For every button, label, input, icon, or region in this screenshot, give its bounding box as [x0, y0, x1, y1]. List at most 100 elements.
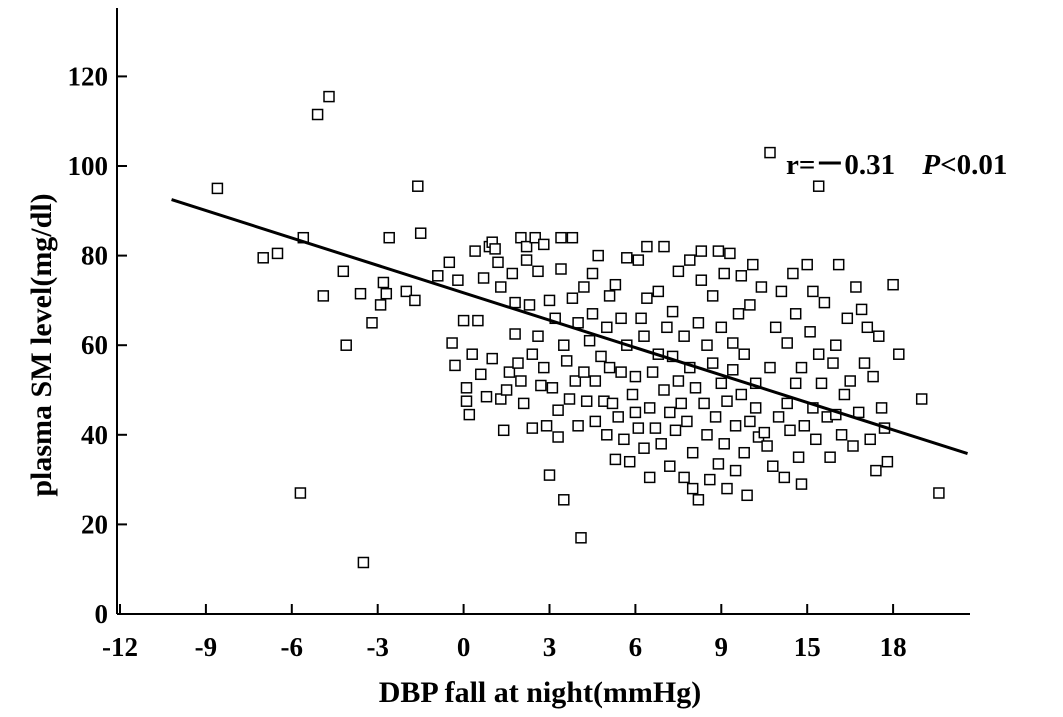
- data-point: [380, 287, 393, 300]
- data-point: [563, 393, 576, 405]
- data-point: [475, 368, 487, 381]
- data-point: [337, 265, 350, 278]
- data-point: [540, 420, 553, 432]
- data-point: [538, 361, 550, 374]
- data-point: [340, 339, 352, 351]
- r-value-text: r=－0.31: [786, 149, 895, 181]
- x-tick-label: 15: [794, 632, 821, 662]
- data-point: [257, 252, 269, 264]
- data-point: [323, 90, 335, 103]
- data-point: [586, 308, 599, 320]
- data-point: [555, 231, 567, 244]
- data-point: [855, 303, 868, 316]
- data-point: [767, 460, 779, 472]
- data-point: [449, 359, 461, 372]
- data-point: [629, 370, 642, 383]
- data-point: [414, 227, 427, 239]
- data-point: [520, 254, 533, 266]
- data-point: [412, 180, 424, 192]
- data-point: [701, 429, 713, 441]
- data-point: [864, 433, 876, 446]
- data-point: [621, 252, 633, 264]
- data-point: [655, 438, 667, 450]
- x-tick-label: 18: [880, 632, 907, 662]
- data-point: [870, 464, 882, 477]
- data-point: [818, 296, 831, 309]
- data-point: [789, 377, 802, 390]
- x-tick-label: -12: [102, 632, 138, 662]
- data-point: [480, 390, 493, 403]
- y-tick-label: 20: [81, 509, 108, 539]
- data-point: [844, 375, 856, 387]
- data-point: [595, 350, 607, 363]
- data-point: [575, 532, 587, 544]
- data-point: [515, 375, 527, 387]
- data-point: [377, 276, 390, 289]
- data-point: [635, 312, 647, 325]
- data-point: [692, 317, 705, 329]
- data-point: [615, 312, 627, 325]
- data-point: [366, 317, 378, 329]
- x-axis-ticks: -12 -9 -6 -3 0 3 6 9 15 18: [102, 604, 907, 662]
- data-point: [861, 321, 874, 334]
- x-tick-label: 6: [629, 632, 643, 662]
- data-point: [706, 290, 719, 302]
- data-point: [529, 231, 541, 244]
- data-point: [835, 429, 848, 441]
- y-axis-ticks: 0 20 40 60 80 100 120: [68, 61, 127, 629]
- data-point: [692, 494, 705, 506]
- data-point: [761, 440, 773, 452]
- data-point: [497, 424, 510, 437]
- data-point: [695, 274, 708, 286]
- data-point: [764, 361, 776, 374]
- y-tick-label: 40: [81, 420, 108, 450]
- data-point: [669, 424, 682, 437]
- data-point: [457, 314, 470, 327]
- data-point: [526, 422, 539, 434]
- data-point: [718, 438, 730, 450]
- data-point: [661, 321, 673, 334]
- data-point: [735, 388, 748, 401]
- data-point: [601, 429, 613, 441]
- data-point: [681, 415, 693, 428]
- data-point: [638, 442, 650, 454]
- data-point: [486, 352, 498, 365]
- x-tick-label: 9: [715, 632, 729, 662]
- data-point: [764, 146, 776, 159]
- data-point: [678, 330, 690, 342]
- data-point: [632, 422, 645, 434]
- data-point: [535, 379, 547, 392]
- data-point: [641, 240, 653, 253]
- data-point: [558, 339, 570, 351]
- data-point: [738, 348, 750, 360]
- data-point: [543, 469, 556, 481]
- data-point: [509, 296, 521, 309]
- data-point: [712, 458, 725, 470]
- data-point: [589, 415, 602, 428]
- x-tick-label: 3: [543, 632, 557, 662]
- data-point: [626, 388, 639, 401]
- data-point: [787, 267, 799, 280]
- data-point: [572, 317, 584, 329]
- data-point: [526, 348, 539, 360]
- data-point: [686, 482, 699, 495]
- data-point: [749, 402, 762, 414]
- data-point: [649, 422, 662, 434]
- data-point: [580, 395, 593, 407]
- data-point: [500, 384, 513, 396]
- x-tick-label: 0: [457, 632, 471, 662]
- data-point: [706, 357, 719, 369]
- data-point: [841, 312, 854, 325]
- data-point: [400, 285, 413, 298]
- data-point: [374, 299, 387, 311]
- data-point: [812, 348, 825, 360]
- x-tick-label: -9: [195, 632, 218, 662]
- p-value-text: <0.01: [940, 149, 1007, 181]
- data-point: [672, 265, 685, 278]
- data-point: [795, 478, 808, 490]
- data-point: [675, 397, 687, 410]
- data-point: [603, 290, 616, 302]
- data-point: [452, 274, 464, 286]
- data-point: [317, 290, 330, 302]
